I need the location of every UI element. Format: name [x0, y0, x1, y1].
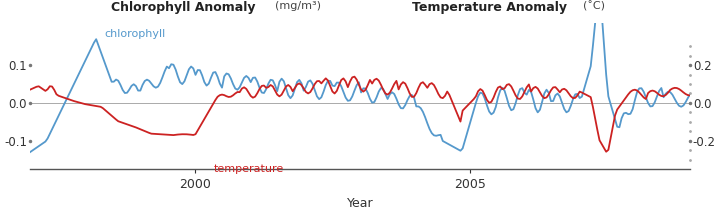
Text: Temperature Anomaly: Temperature Anomaly — [412, 1, 567, 14]
Text: chlorophyll: chlorophyll — [104, 29, 166, 39]
Text: Chlorophyll Anomaly: Chlorophyll Anomaly — [112, 1, 256, 14]
X-axis label: Year: Year — [347, 197, 373, 210]
Text: temperature: temperature — [215, 163, 284, 174]
Text: (mg/m³): (mg/m³) — [275, 1, 321, 11]
Text: (˚C): (˚C) — [583, 1, 606, 12]
